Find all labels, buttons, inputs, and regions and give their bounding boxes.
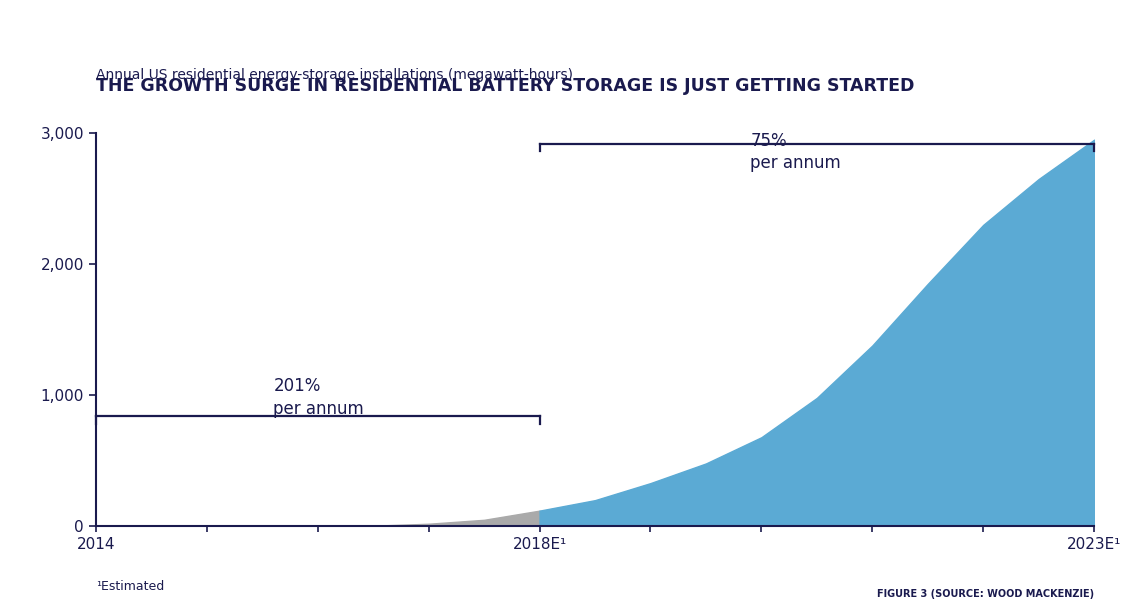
Text: FIGURE 3 (SOURCE: WOOD MACKENZIE): FIGURE 3 (SOURCE: WOOD MACKENZIE)	[878, 589, 1094, 599]
Text: THE GROWTH SURGE IN RESIDENTIAL BATTERY STORAGE IS JUST GETTING STARTED: THE GROWTH SURGE IN RESIDENTIAL BATTERY …	[96, 77, 915, 96]
Text: 75%
per annum: 75% per annum	[750, 132, 841, 172]
Text: 201%
per annum: 201% per annum	[273, 378, 364, 417]
Text: ¹Estimated: ¹Estimated	[96, 580, 165, 593]
Text: Annual US residential energy-storage installations (megawatt-hours): Annual US residential energy-storage ins…	[96, 68, 573, 82]
